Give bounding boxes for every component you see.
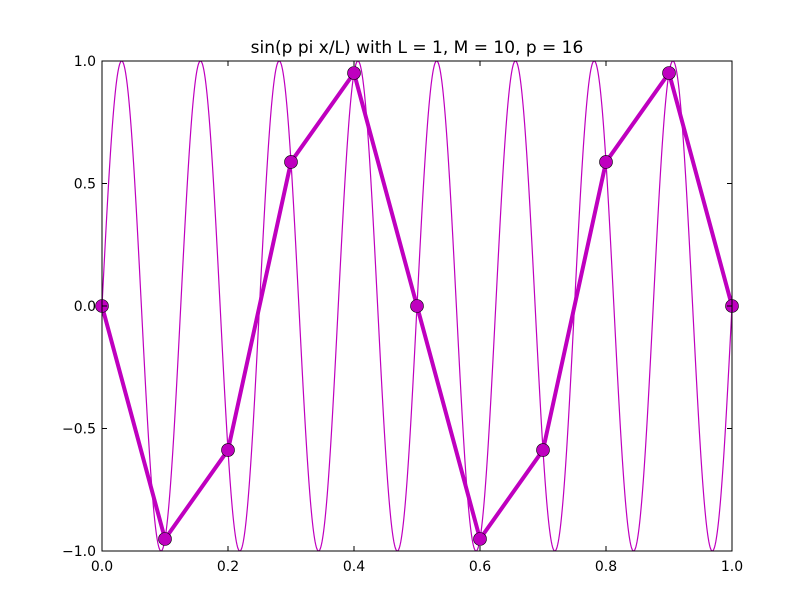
- x-tick-label: 0.0: [91, 559, 113, 575]
- data-point: [599, 155, 613, 169]
- data-point: [662, 66, 676, 80]
- y-tick-label: −0.5: [62, 422, 96, 438]
- x-tick-label: 0.8: [595, 559, 617, 575]
- data-point: [284, 155, 298, 169]
- data-point: [536, 443, 550, 457]
- y-tick-label: 1.0: [74, 54, 96, 70]
- chart-title: sin(p pi x/L) with L = 1, M = 10, p = 16: [251, 38, 584, 58]
- y-tick-label: 0.0: [74, 299, 96, 315]
- x-tick-label: 0.2: [217, 559, 239, 575]
- y-tick-label: 0.5: [74, 177, 96, 193]
- data-point: [473, 532, 487, 546]
- plot-area: 0.0 0.2 0.4 0.6 0.8 1.0 −1.0 −0.5 0.0 0.5 1.0: [62, 54, 743, 575]
- data-point: [410, 299, 424, 313]
- x-tick-label: 0.4: [343, 559, 365, 575]
- data-point: [221, 443, 235, 457]
- y-tick-label: −1.0: [62, 544, 96, 560]
- x-tick-label: 1.0: [721, 559, 743, 575]
- x-tick-label: 0.6: [469, 559, 491, 575]
- data-point: [347, 66, 361, 80]
- data-point: [158, 532, 172, 546]
